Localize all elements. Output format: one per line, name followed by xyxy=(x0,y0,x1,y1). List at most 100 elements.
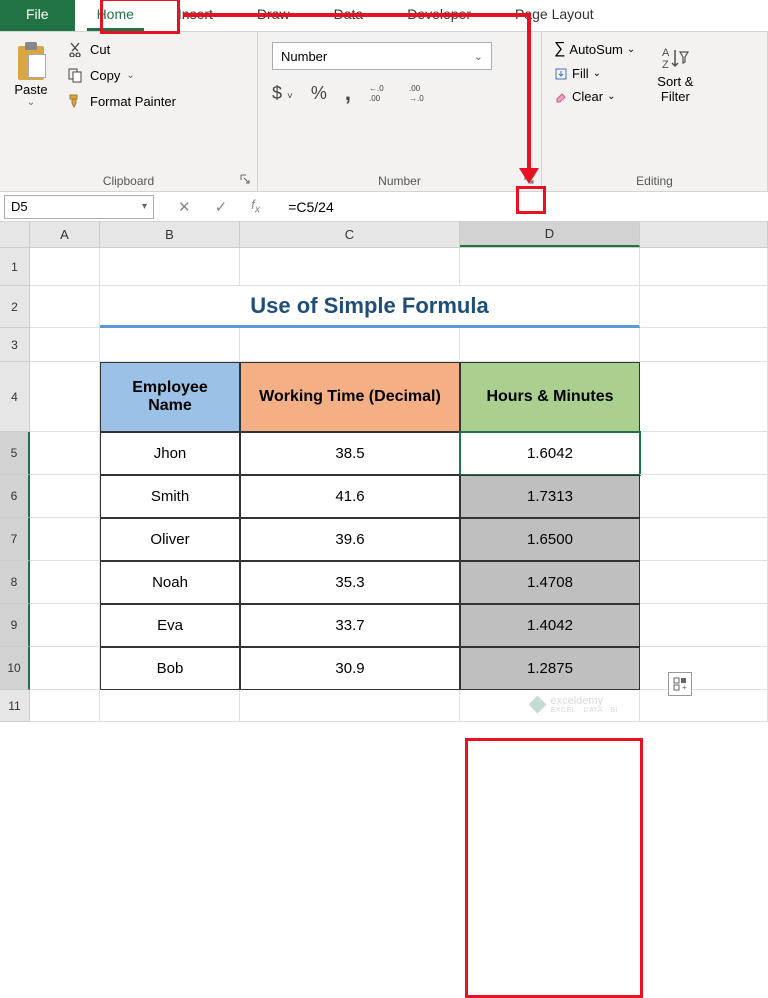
number-format-dropdown[interactable]: Number ⌄ xyxy=(272,42,492,70)
cut-button[interactable]: Cut xyxy=(66,40,176,58)
cell-hours[interactable]: 1.4042 xyxy=(460,604,640,647)
cell-time[interactable]: 30.9 xyxy=(240,647,460,690)
sort-filter-icon: AZ xyxy=(660,44,690,74)
formula-input[interactable]: =C5/24 xyxy=(280,199,768,215)
cell[interactable] xyxy=(100,690,240,722)
chevron-down-icon: ⌄ xyxy=(627,44,635,55)
percent-button[interactable]: % xyxy=(311,83,327,104)
cell-hours[interactable]: 1.4708 xyxy=(460,561,640,604)
cell[interactable] xyxy=(640,690,768,722)
row-header-2[interactable]: 2 xyxy=(0,286,30,328)
cell[interactable] xyxy=(240,690,460,722)
cell[interactable] xyxy=(30,286,100,328)
copy-button[interactable]: Copy ⌄ xyxy=(66,66,176,84)
cell[interactable] xyxy=(640,362,768,432)
cell-hours[interactable]: 1.6500 xyxy=(460,518,640,561)
row-header-8[interactable]: 8 xyxy=(0,561,30,604)
cell-time[interactable]: 33.7 xyxy=(240,604,460,647)
row-header-3[interactable]: 3 xyxy=(0,328,30,362)
currency-button[interactable]: $ ˅ xyxy=(272,83,293,104)
cell[interactable] xyxy=(640,647,768,690)
sort-filter-label2: Filter xyxy=(661,89,690,104)
cell[interactable] xyxy=(640,475,768,518)
cell-time[interactable]: 41.6 xyxy=(240,475,460,518)
clipboard-launcher[interactable] xyxy=(239,173,253,187)
tab-home[interactable]: Home xyxy=(75,0,156,31)
title-cell[interactable]: Use of Simple Formula xyxy=(100,286,640,328)
format-painter-button[interactable]: Format Painter xyxy=(66,92,176,110)
cell[interactable] xyxy=(100,248,240,286)
clear-button[interactable]: Clear ⌄ xyxy=(554,89,635,104)
sort-filter-button[interactable]: AZ Sort & Filter xyxy=(649,40,701,108)
cell[interactable] xyxy=(30,328,100,362)
cell-hours[interactable]: 1.6042 xyxy=(460,432,640,475)
row-header-10[interactable]: 10 xyxy=(0,647,30,690)
group-label-clipboard: Clipboard xyxy=(4,171,253,191)
fill-button[interactable]: Fill ⌄ xyxy=(554,66,635,81)
row-header-4[interactable]: 4 xyxy=(0,362,30,432)
cell[interactable] xyxy=(30,604,100,647)
row-header-6[interactable]: 6 xyxy=(0,475,30,518)
chevron-down-icon: ⌄ xyxy=(607,91,615,102)
cell-name[interactable]: Jhon xyxy=(100,432,240,475)
col-header-C[interactable]: C xyxy=(240,222,460,247)
cell-name[interactable]: Noah xyxy=(100,561,240,604)
cell[interactable] xyxy=(30,362,100,432)
cell[interactable] xyxy=(30,248,100,286)
cell[interactable] xyxy=(240,328,460,362)
cell-hours[interactable]: 1.2875 xyxy=(460,647,640,690)
sort-filter-label: Sort & xyxy=(657,74,693,89)
comma-button[interactable]: , xyxy=(345,80,351,106)
col-header-extra[interactable] xyxy=(640,222,768,247)
header-hours-minutes[interactable]: Hours & Minutes xyxy=(460,362,640,432)
cell-name[interactable]: Smith xyxy=(100,475,240,518)
col-header-D[interactable]: D xyxy=(460,222,640,247)
cell[interactable] xyxy=(30,432,100,475)
cell[interactable] xyxy=(460,248,640,286)
cell-time[interactable]: 38.5 xyxy=(240,432,460,475)
cell-name[interactable]: Eva xyxy=(100,604,240,647)
cell[interactable] xyxy=(640,518,768,561)
cell[interactable] xyxy=(460,328,640,362)
decrease-decimal-button[interactable]: .00→.0 xyxy=(409,83,431,103)
cell-name[interactable]: Bob xyxy=(100,647,240,690)
cell-name[interactable]: Oliver xyxy=(100,518,240,561)
col-header-B[interactable]: B xyxy=(100,222,240,247)
cell[interactable] xyxy=(640,561,768,604)
clear-label: Clear xyxy=(572,89,603,104)
cancel-formula-icon[interactable]: ✕ xyxy=(178,198,191,216)
cell[interactable] xyxy=(640,604,768,647)
cell[interactable] xyxy=(30,518,100,561)
paste-button[interactable]: Paste ⌄ xyxy=(4,36,58,112)
tab-file[interactable]: File xyxy=(0,0,75,31)
row-header-1[interactable]: 1 xyxy=(0,248,30,286)
cell[interactable] xyxy=(640,286,768,328)
increase-decimal-button[interactable]: ←.0.00 xyxy=(369,83,391,103)
cell[interactable] xyxy=(30,647,100,690)
cell-time[interactable]: 35.3 xyxy=(240,561,460,604)
row-header-9[interactable]: 9 xyxy=(0,604,30,647)
cell[interactable] xyxy=(30,475,100,518)
cell[interactable] xyxy=(100,328,240,362)
cell[interactable] xyxy=(640,432,768,475)
cell-time[interactable]: 39.6 xyxy=(240,518,460,561)
name-box[interactable]: D5 ▾ xyxy=(4,195,154,219)
enter-formula-icon[interactable]: ✓ xyxy=(215,198,228,216)
cell[interactable] xyxy=(30,561,100,604)
autofill-options-button[interactable]: + xyxy=(668,672,692,696)
cell[interactable] xyxy=(640,328,768,362)
cell[interactable] xyxy=(240,248,460,286)
watermark-brand: exceldemy xyxy=(551,695,619,707)
header-employee-name[interactable]: Employee Name xyxy=(100,362,240,432)
autosum-button[interactable]: ∑ AutoSum ⌄ xyxy=(554,40,635,58)
cell[interactable] xyxy=(640,248,768,286)
row-header-5[interactable]: 5 xyxy=(0,432,30,475)
select-all-corner[interactable] xyxy=(0,222,30,247)
col-header-A[interactable]: A xyxy=(30,222,100,247)
fx-icon[interactable]: fx xyxy=(251,197,260,216)
row-header-11[interactable]: 11 xyxy=(0,690,30,722)
header-working-time[interactable]: Working Time (Decimal) xyxy=(240,362,460,432)
row-header-7[interactable]: 7 xyxy=(0,518,30,561)
cell[interactable] xyxy=(30,690,100,722)
cell-hours[interactable]: 1.7313 xyxy=(460,475,640,518)
